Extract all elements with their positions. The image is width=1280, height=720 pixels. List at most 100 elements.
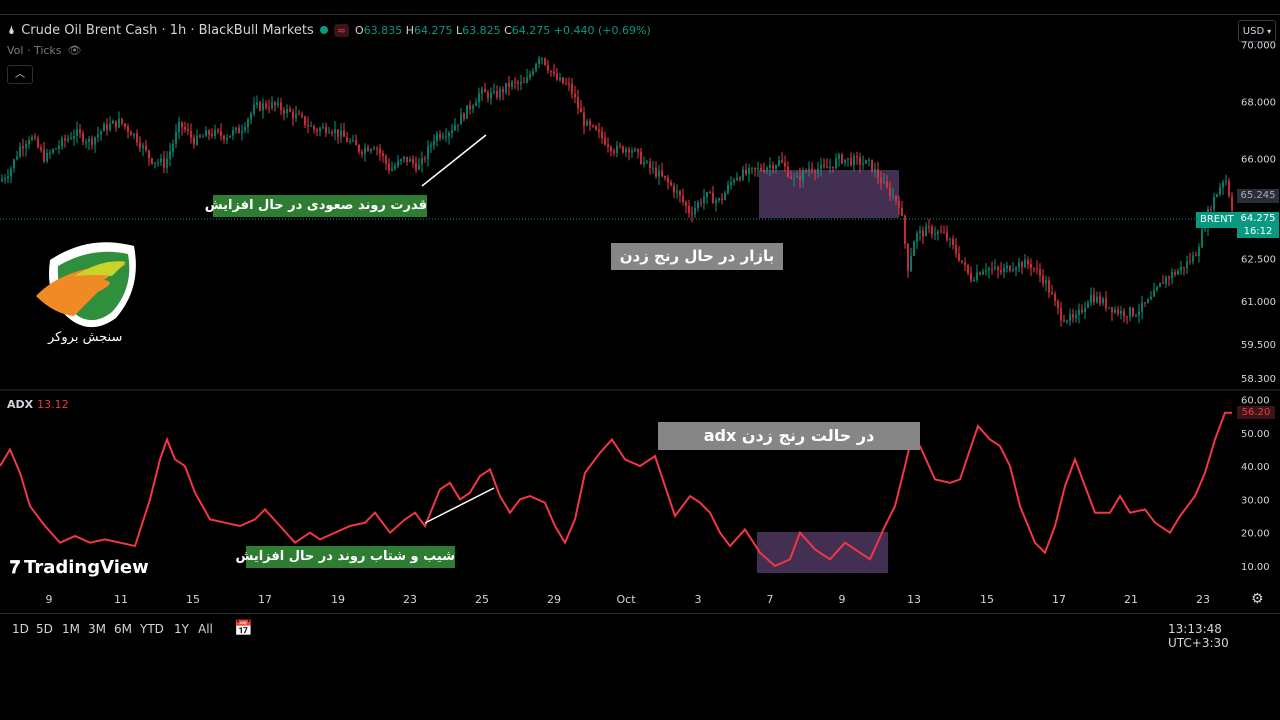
candle-body	[160, 158, 162, 163]
candle-body	[451, 130, 453, 133]
candle-body	[1153, 290, 1155, 297]
candle-body	[1210, 209, 1212, 211]
candle-body	[1144, 302, 1146, 304]
adx-trendline[interactable]	[424, 487, 495, 524]
candle-body	[1093, 294, 1095, 303]
candle-body	[871, 159, 873, 172]
volume-legend[interactable]: Vol · Ticks 👁	[7, 44, 82, 57]
candle-body	[1213, 197, 1215, 210]
timeframe-1m[interactable]: 1M	[62, 622, 80, 636]
adx-tick-label: 40.00	[1241, 462, 1270, 473]
candle-body	[754, 167, 756, 170]
uptrend-trendline[interactable]	[421, 134, 487, 187]
symbol-title[interactable]: Crude Oil Brent Cash · 1h · BlackBull Ma…	[21, 22, 314, 38]
candle-body	[19, 146, 21, 157]
adx-range-note[interactable]: در حالت رنج زدن adx	[658, 422, 920, 450]
candle-body	[1216, 194, 1218, 198]
clock[interactable]: 13:13:48 UTC+3:30	[1168, 622, 1229, 650]
timeframe-5d[interactable]: 5D	[36, 622, 53, 636]
candle-body	[1000, 270, 1002, 273]
currency-select[interactable]: USD ▾	[1238, 20, 1276, 42]
candle-body	[1066, 320, 1068, 322]
candle-body	[826, 166, 828, 169]
timeframe-1d[interactable]: 1D	[12, 622, 29, 636]
chevron-down-icon: ▾	[1267, 26, 1272, 36]
timeframe-ytd[interactable]: YTD	[140, 622, 164, 636]
candle-body	[16, 156, 18, 160]
candle-body	[46, 152, 48, 162]
candle-body	[238, 127, 240, 134]
candle-body	[778, 160, 780, 166]
date-range-icon[interactable]: 📅	[234, 619, 253, 637]
candle-body	[217, 129, 219, 132]
symbol-legend[interactable]: 🌢 Crude Oil Brent Cash · 1h · BlackBull …	[8, 21, 651, 39]
settings-gear-icon[interactable]: ⚙	[1251, 591, 1264, 607]
candle-body	[25, 144, 27, 149]
market-open-icon	[319, 26, 328, 34]
timeframe-1y[interactable]: 1Y	[174, 622, 189, 636]
candle-body	[541, 58, 543, 60]
candle-body	[280, 102, 282, 111]
candle-body	[406, 156, 408, 162]
candle-body	[1204, 227, 1206, 230]
candle-body	[622, 146, 624, 153]
uptrend-note[interactable]: قدرت روند صعودی در حال افزایش	[205, 195, 427, 217]
candle-body	[517, 82, 519, 84]
timeframe-6m[interactable]: 6M	[114, 622, 132, 636]
candle-body	[229, 135, 231, 138]
candle-body	[625, 148, 627, 153]
candle-body	[496, 90, 498, 98]
candle-body	[382, 153, 384, 157]
candle-body	[706, 192, 708, 197]
flame-icon: 🌢	[8, 22, 16, 37]
candle-body	[514, 81, 516, 83]
candle-body	[958, 253, 960, 261]
candle-body	[463, 113, 465, 119]
candle-body	[808, 168, 810, 172]
candle-body	[385, 156, 387, 164]
price-tick-label: 58.300	[1241, 374, 1276, 385]
candle-body	[154, 162, 156, 164]
candle-body	[1033, 268, 1035, 270]
candle-body	[70, 138, 72, 140]
candle-body	[355, 140, 357, 146]
candle-body	[1114, 309, 1116, 313]
price-axis[interactable]: 70.000 68.000 66.000 62.500 61.000 59.500 58.3…	[1241, 41, 1276, 385]
timeframe-all[interactable]: All	[198, 622, 213, 636]
candle-body	[346, 137, 348, 142]
candle-body	[157, 162, 159, 164]
slope-note[interactable]: شیب و شتاب روند در حال افزایش	[235, 546, 455, 568]
adx-axis[interactable]: 60.00 50.00 40.00 30.00 20.00 10.00	[1241, 396, 1270, 574]
candle-body	[880, 177, 882, 184]
range-market-note[interactable]: بازار در حال رنج زدن	[611, 243, 783, 270]
candle-body	[1195, 255, 1197, 257]
candle-body	[676, 190, 678, 193]
collapse-legend-button[interactable]: ︿	[7, 65, 33, 84]
candle-body	[1162, 283, 1164, 285]
candle-body	[340, 130, 342, 137]
candle-body	[175, 132, 177, 144]
timeframe-3m[interactable]: 3M	[88, 622, 106, 636]
candle-body	[430, 144, 432, 147]
adx-legend[interactable]: ADX 13.12	[7, 398, 69, 411]
candle-body	[388, 163, 390, 171]
eye-hidden-icon[interactable]: 👁	[67, 44, 82, 57]
candle-body	[640, 151, 642, 164]
candle-body	[1060, 308, 1062, 321]
candle-body	[1024, 259, 1026, 268]
candle-body	[469, 105, 471, 109]
candle-body	[109, 123, 111, 130]
time-axis[interactable]: 9 11 15 17 19 23 25 29 Oct 3 7 9 13 15 17 21 23	[46, 593, 1211, 606]
candle-body	[1177, 270, 1179, 275]
candle-body	[358, 145, 360, 152]
candle-body	[697, 202, 699, 208]
candle-body	[1096, 296, 1098, 303]
candle-body	[67, 138, 69, 141]
time-tick-label: 3	[695, 593, 702, 606]
candle-body	[718, 198, 720, 201]
candle-body	[805, 170, 807, 172]
candle-body	[979, 272, 981, 275]
candle-body	[682, 195, 684, 202]
tradingview-logo[interactable]: 𝟕 TradingView	[10, 557, 149, 578]
